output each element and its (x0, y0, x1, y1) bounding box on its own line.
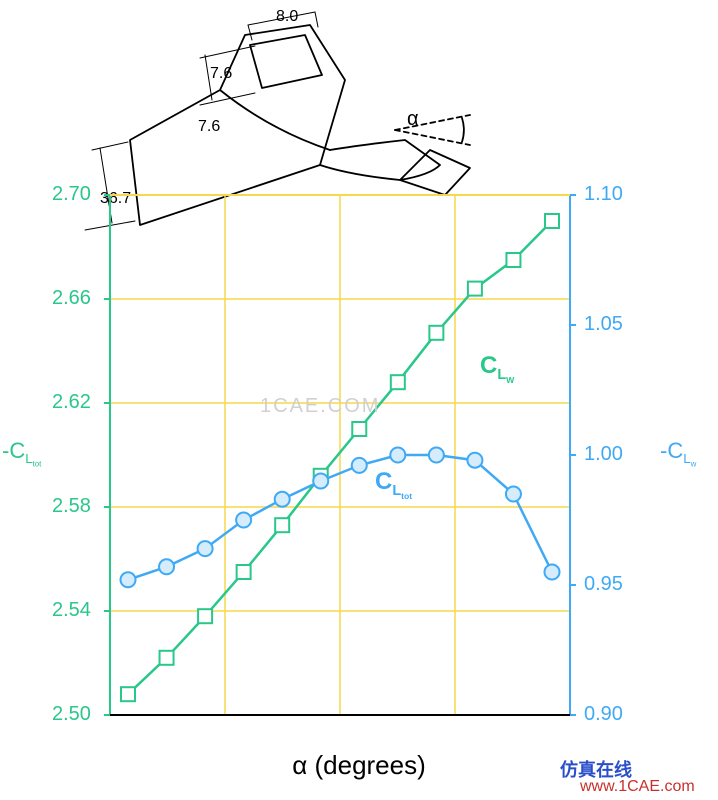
right-tick: 1.05 (584, 313, 623, 336)
right-axis-label: -CLw (660, 438, 696, 469)
series-label-clw: CLW (480, 352, 514, 385)
left-axis-label: -CLtot (2, 438, 41, 469)
left-tick: 2.62 (52, 391, 91, 414)
left-tick: 2.70 (52, 183, 91, 206)
footer-url: www.1CAE.com (580, 778, 695, 796)
watermark: 1CAE.COM (260, 395, 380, 418)
left-tick: 2.66 (52, 287, 91, 310)
right-tick: 1.10 (584, 183, 623, 206)
right-tick: 0.90 (584, 703, 623, 726)
left-tick: 2.50 (52, 703, 91, 726)
right-tick: 0.95 (584, 573, 623, 596)
left-tick: 2.58 (52, 495, 91, 518)
right-tick: 1.00 (584, 443, 623, 466)
left-tick: 2.54 (52, 599, 91, 622)
series-label-cltot: CLtot (375, 468, 412, 501)
